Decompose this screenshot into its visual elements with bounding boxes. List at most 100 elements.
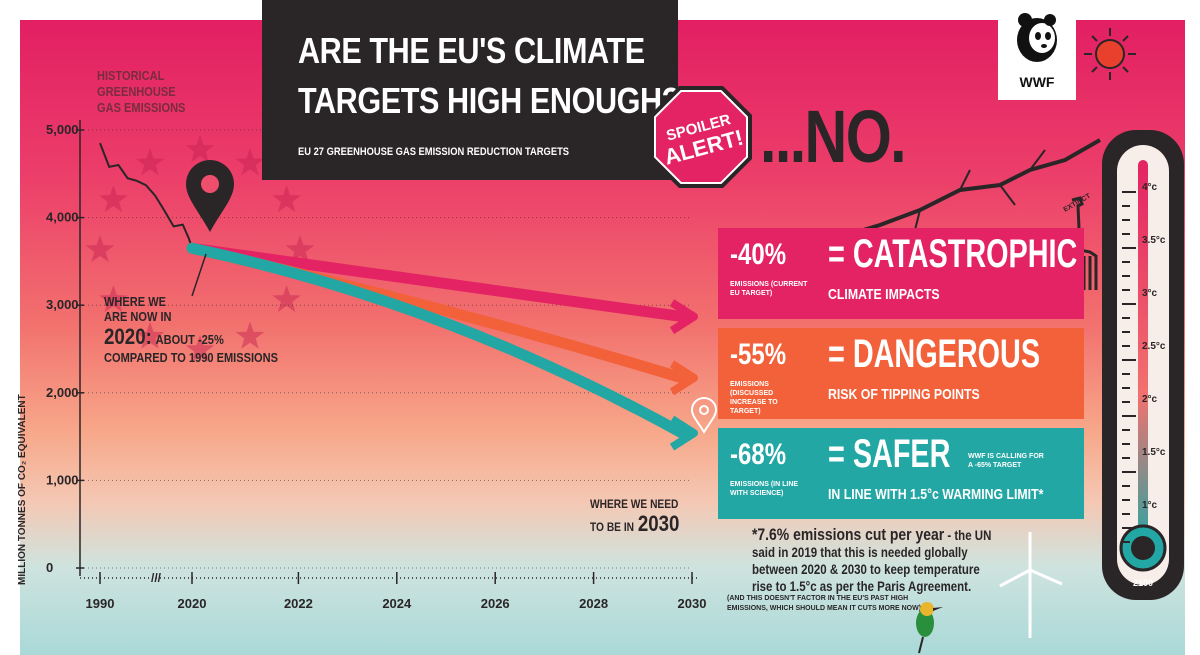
eu-star-icon xyxy=(285,235,315,263)
now-pointer-line xyxy=(191,253,207,297)
answer-no: ...NO. xyxy=(760,95,907,178)
target-series-line xyxy=(186,242,688,323)
x-tick-label: 2026 xyxy=(481,596,510,611)
thermometer-label: 1.5°c xyxy=(1142,447,1166,458)
location-pin-dot xyxy=(201,175,219,193)
y-tick-label: 2,000 xyxy=(46,385,79,400)
need-line1: WHERE WE NEED xyxy=(590,497,679,511)
target-pct: -55% xyxy=(730,338,787,371)
eu-star-icon xyxy=(99,185,128,213)
x-tick-label: 2020 xyxy=(178,596,207,611)
target-arrowhead xyxy=(669,360,698,396)
thermometer-label: 2°c xyxy=(1142,394,1158,405)
target-verdict: = DANGEROUS xyxy=(828,332,1041,376)
x-tick-label: 2022 xyxy=(284,596,313,611)
thermometer-label: 3°c xyxy=(1142,288,1158,299)
target-series xyxy=(186,242,698,451)
target-arrowhead xyxy=(669,299,698,334)
panda-icon xyxy=(1017,13,1057,62)
target-pin-dot xyxy=(699,405,709,415)
eu-star-icon xyxy=(135,148,165,176)
historical-label-2: GREENHOUSE xyxy=(97,84,176,99)
thermometer-label: 4°c xyxy=(1142,182,1158,193)
historical-label-1: HISTORICAL xyxy=(97,68,165,83)
thermometer-year: 2100 xyxy=(1132,578,1154,588)
y-tick-label: 3,000 xyxy=(46,297,79,312)
thermometer-label: 3.5°c xyxy=(1142,235,1166,246)
need-year: 2030 xyxy=(637,511,680,536)
need-annotation: WHERE WE NEED TO BE IN 2030 xyxy=(590,497,695,537)
callout-rest: - the UN said in 2019 that this is neede… xyxy=(752,527,992,594)
spoiler-alert-badge: SPOILER ALERT! xyxy=(650,86,752,188)
now-annotation: WHERE WE ARE NOW IN 2020: ABOUT -25% COM… xyxy=(104,294,309,365)
title-box xyxy=(262,0,678,180)
sun-icon xyxy=(1084,28,1136,80)
un-callout: *7.6% emissions cut per year - the UN sa… xyxy=(752,526,992,595)
crack-decoration xyxy=(829,138,1101,242)
eu-stars-decoration xyxy=(85,135,315,363)
now-line2: ARE NOW IN xyxy=(104,309,172,324)
eu-star-icon xyxy=(235,148,265,176)
historical-label-3: GAS EMISSIONS xyxy=(97,100,186,115)
target-box-dangerous: -55% EMISSIONS (DISCUSSED INCREASE TO TA… xyxy=(718,328,1084,419)
page-subtitle: EU 27 GREENHOUSE GAS EMISSION REDUCTION … xyxy=(298,146,570,158)
x-tick-label: 2030 xyxy=(678,596,707,611)
eu-star-icon xyxy=(185,335,215,363)
y-tick-label: 4,000 xyxy=(46,210,79,225)
eu-star-icon xyxy=(99,285,128,313)
now-detail2: COMPARED TO 1990 EMISSIONS xyxy=(104,350,278,365)
eu-star-icon xyxy=(235,321,265,349)
historical-line xyxy=(99,142,193,249)
thermometer-label: 1°c xyxy=(1142,500,1158,511)
thermometer-label: 2.5°c xyxy=(1142,341,1166,352)
y-tick-label: 1,000 xyxy=(46,472,79,487)
x-tick-label: 2024 xyxy=(382,596,412,611)
page-title-line2: TARGETS HIGH ENOUGH? xyxy=(298,80,680,121)
x-tick-label: 1990 xyxy=(86,596,115,611)
callout-note: (AND THIS DOESN'T FACTOR IN THE EU'S PAS… xyxy=(727,595,922,612)
target-pct: -68% xyxy=(730,438,787,471)
historical-emissions-line xyxy=(99,142,193,249)
target-pct: -40% xyxy=(730,238,787,271)
target-pct-note: EMISSIONS (DISCUSSED INCREASE TO TARGET) xyxy=(730,381,778,415)
target-box-catastrophic: -40% EMISSIONS (CURRENT EU TARGET) = CAT… xyxy=(718,228,1084,319)
location-pin-icon xyxy=(186,160,234,232)
wwf-logo-label: WWF xyxy=(1019,74,1055,90)
thermometer-scale xyxy=(1119,160,1167,572)
wwf-logo xyxy=(998,4,1076,100)
target-pct-note: EMISSIONS (CURRENT EU TARGET) xyxy=(730,281,808,297)
target-series-line xyxy=(186,242,688,439)
eu-star-icon xyxy=(272,185,301,213)
target-verdict: = SAFER xyxy=(828,432,951,476)
x-tick-label: 2028 xyxy=(579,596,608,611)
now-line1: WHERE WE xyxy=(104,294,167,309)
eu-star-icon xyxy=(272,285,301,313)
y-axis-label: MILLION TONNES OF CO₂ EQUIVALENT xyxy=(17,394,28,585)
wwf-calling-note: WWF IS CALLING FOR A -65% TARGET xyxy=(968,453,1044,469)
target-detail: RISK OF TIPPING POINTS xyxy=(828,386,980,403)
bird-icon xyxy=(916,602,943,654)
eu-star-icon xyxy=(135,321,165,349)
eu-star-icon xyxy=(85,235,115,263)
y-tick-label: 5,000 xyxy=(46,122,79,137)
y-tick-label: 0 xyxy=(46,560,53,575)
now-detail: ABOUT -25% xyxy=(155,332,224,347)
target-arrowhead xyxy=(669,415,698,451)
target-pct-note: EMISSIONS (IN LINE WITH SCIENCE) xyxy=(730,481,799,497)
callout-lead: *7.6% emissions cut per year xyxy=(752,525,945,544)
need-line2: TO BE IN xyxy=(590,520,635,534)
target-detail: CLIMATE IMPACTS xyxy=(828,286,940,303)
wind-turbine-icon xyxy=(999,532,1063,638)
page-title-line1: ARE THE EU'S CLIMATE xyxy=(298,30,645,71)
y-axis: 0 1,000 2,000 3,000 4,000 5,000 xyxy=(46,120,692,576)
target-verdict: = CATASTROPHIC xyxy=(828,232,1078,276)
target-pin-icon xyxy=(690,397,718,434)
x-axis: 1990 2020 2022 2024 2026 2028 2030 /// xyxy=(80,571,706,611)
location-pins xyxy=(186,160,718,434)
axis-break-mark: /// xyxy=(151,571,162,585)
target-detail: IN LINE WITH 1.5°c WARMING LIMIT* xyxy=(828,486,1044,503)
target-box-safer: -68% EMISSIONS (IN LINE WITH SCIENCE) = … xyxy=(718,428,1084,519)
historical-label: HISTORICAL GREENHOUSE GAS EMISSIONS xyxy=(97,68,185,116)
